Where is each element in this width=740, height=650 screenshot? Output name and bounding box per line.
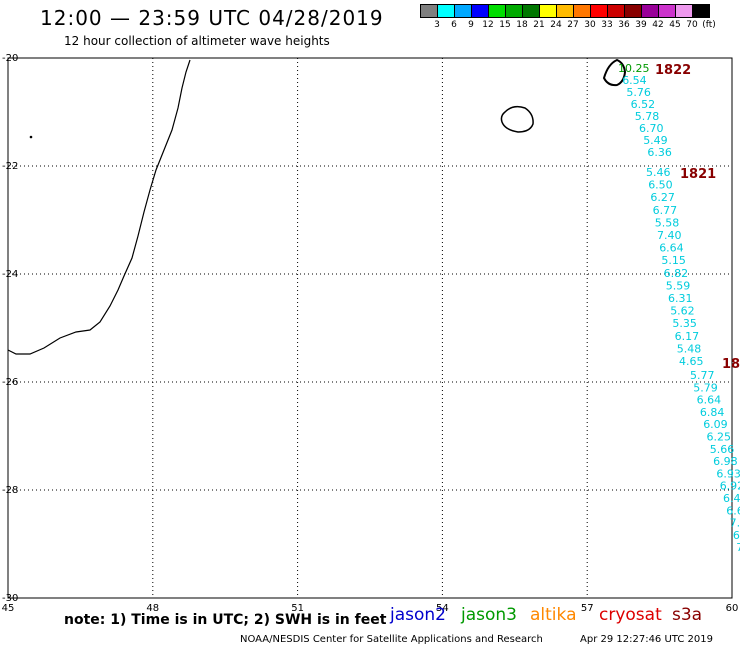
- color-scale-label: 45: [669, 20, 681, 30]
- track-value-label: 7.40: [657, 229, 682, 242]
- mission-legend-altika: altika: [530, 605, 577, 625]
- pass-number-label: 1822: [655, 63, 691, 78]
- color-scale-labels: 3 6 9 12 15 18 21 24 27 30 33 36 39 42 45 70 (ft): [420, 18, 730, 32]
- color-scale-legend: 3 6 9 12 15 18 21 24 27 30 33 36 39 42 45 70 (ft): [420, 4, 730, 34]
- track-value-label: 6.31: [668, 292, 693, 305]
- track-value-label: 5.58: [655, 216, 680, 229]
- y-tick-label: -20: [2, 53, 18, 64]
- x-tick-label: 45: [2, 603, 15, 614]
- mission-legend-cryosat: cryosat: [599, 605, 662, 625]
- track-value-label: 6.92: [720, 480, 740, 493]
- track-value-label: 5.77: [690, 369, 715, 382]
- y-tick-label: -24: [2, 269, 18, 280]
- pass-number-label: 18: [722, 357, 740, 372]
- track-value-label: 6.6: [726, 504, 740, 517]
- x-tick-label: 51: [291, 603, 304, 614]
- color-scale-label: 70: [686, 20, 698, 30]
- color-scale-swatches: [420, 4, 730, 18]
- color-scale-label: 36: [618, 20, 630, 30]
- color-scale-label: 39: [635, 20, 647, 30]
- track-value-label: 7.: [730, 517, 740, 530]
- pass-number-label: 1821: [680, 167, 716, 182]
- track-value-label: 5.59: [666, 279, 691, 292]
- track-value-label: 10.25: [618, 62, 650, 75]
- track-value-label: 6.: [733, 529, 740, 542]
- track-value-label: 5.48: [677, 342, 702, 355]
- y-tick-label: -30: [2, 593, 18, 604]
- note-text: note: 1) Time is in UTC; 2) SWH is in fe…: [64, 612, 387, 628]
- mission-legend-jason3: jason3: [461, 605, 517, 625]
- color-scale-label: 9: [468, 20, 474, 30]
- y-tick-label: -28: [2, 485, 18, 496]
- mission-legend-s3a: s3a: [672, 605, 703, 625]
- color-scale-label: 6: [451, 20, 457, 30]
- track-value-label: 5.66: [710, 443, 735, 456]
- track-value-label: 5.76: [626, 86, 651, 99]
- track-value-label: 6.09: [703, 418, 728, 431]
- x-tick-label: 57: [581, 603, 594, 614]
- small-island: [29, 135, 33, 139]
- y-tick-label: -26: [2, 377, 18, 388]
- y-tick-label: -22: [2, 161, 18, 172]
- color-scale-label: (ft): [702, 20, 716, 30]
- mauritius-island: [602, 58, 627, 87]
- page-title: 12:00 — 23:59 UTC 04/28/2019: [40, 6, 384, 30]
- track-value-label: 5.49: [643, 134, 668, 147]
- color-scale-label: 24: [550, 20, 562, 30]
- track-value-label: 6.64: [697, 394, 722, 407]
- color-scale-label: 30: [584, 20, 596, 30]
- track-value-label: 6.50: [648, 179, 673, 192]
- color-scale-label: 42: [652, 20, 664, 30]
- color-scale-label: 15: [499, 20, 511, 30]
- track-value-label: 5.46: [646, 166, 671, 179]
- credit-text: NOAA/NESDIS Center for Satellite Applica…: [240, 634, 543, 645]
- track-value-label: 6.52: [631, 98, 656, 111]
- x-tick-label: 54: [436, 603, 449, 614]
- track-value-label: 6.70: [639, 122, 664, 135]
- track-value-label: 5.15: [661, 254, 686, 267]
- color-scale-label: 18: [516, 20, 528, 30]
- reunion-island: [500, 105, 534, 133]
- x-tick-label: 48: [146, 603, 159, 614]
- track-value-label: 6.84: [700, 406, 725, 419]
- track-value-label: 6.77: [653, 204, 678, 217]
- color-scale-label: 12: [482, 20, 494, 30]
- track-value-label: 6.25: [707, 431, 732, 444]
- track-value-label: 6.17: [675, 330, 700, 343]
- track-value-label: 6.64: [659, 242, 684, 255]
- color-scale-label: 33: [601, 20, 613, 30]
- track-value-label: 6.82: [664, 267, 689, 280]
- x-tick-label: 60: [726, 603, 739, 614]
- page-subtitle: 12 hour collection of altimeter wave hei…: [64, 34, 330, 48]
- color-scale-label: 27: [567, 20, 579, 30]
- track-value-label: 6.98: [713, 455, 738, 468]
- color-scale-label: 21: [533, 20, 545, 30]
- madagascar-coastline: [7, 59, 191, 355]
- track-value-label: 6.27: [650, 191, 675, 204]
- track-value-label: 6.54: [622, 74, 647, 87]
- track-value-label: 5.35: [672, 317, 697, 330]
- generated-timestamp: Apr 29 12:27:46 UTC 2019: [580, 634, 713, 645]
- track-value-label: 5.78: [635, 110, 660, 123]
- color-scale-swatch: [692, 4, 710, 18]
- track-value-label: 5.79: [693, 381, 718, 394]
- track-value-label: 6.49: [723, 492, 740, 505]
- map-frame: [7, 57, 733, 599]
- track-value-label: 5.62: [670, 305, 695, 318]
- track-value-label: 7: [736, 541, 740, 554]
- track-value-label: 6.36: [647, 146, 672, 159]
- mission-legend-jason2: jason2: [390, 605, 446, 625]
- track-value-label: 6.93: [716, 467, 740, 480]
- color-scale-label: 3: [434, 20, 440, 30]
- track-value-label: 4.65: [679, 355, 704, 368]
